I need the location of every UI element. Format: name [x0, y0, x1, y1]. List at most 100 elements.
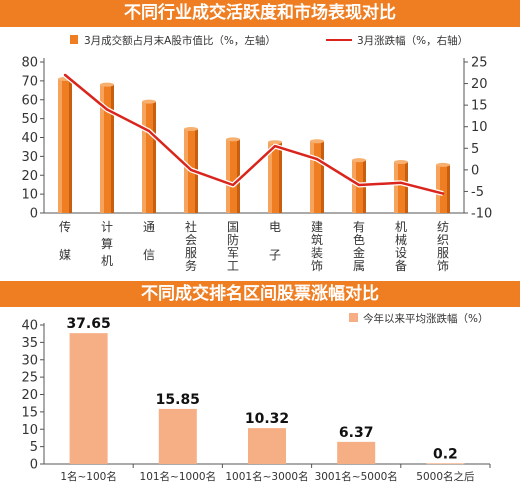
- line-point: [357, 183, 361, 187]
- bar-highlight: [184, 129, 188, 213]
- line-point: [189, 168, 193, 172]
- right-tick-label: 20: [471, 77, 488, 92]
- right-tick-label: -10: [471, 207, 492, 222]
- line-series-return: [64, 73, 444, 195]
- y-tick-label: 0: [30, 458, 38, 473]
- line-point: [441, 192, 445, 195]
- category-label: 计算机: [101, 220, 113, 268]
- category-label: 机械设备: [395, 220, 407, 273]
- bar-cap: [394, 160, 408, 165]
- bar-highlight: [394, 162, 398, 213]
- left-tick-label: 30: [21, 150, 38, 165]
- left-tick-label: 70: [21, 74, 38, 89]
- bar-highlight: [142, 101, 146, 213]
- bar-cap: [100, 82, 114, 87]
- y-tick-label: 5: [30, 440, 38, 455]
- category-label: 有色金属: [353, 220, 365, 273]
- category-label: 1名~100名: [60, 470, 117, 483]
- bar-cap: [352, 158, 366, 163]
- bar: [426, 463, 465, 465]
- bar-shade: [405, 162, 408, 213]
- bar-value-label: 15.85: [156, 392, 200, 408]
- bar: [100, 82, 114, 214]
- bar: [69, 333, 108, 464]
- bar-value-label: 6.37: [339, 425, 374, 441]
- bar-cap: [184, 127, 198, 132]
- category-label: 纺织服饰: [437, 220, 449, 273]
- category-label: 3001名~5000名: [315, 470, 398, 483]
- bar: [394, 160, 408, 213]
- chart2-title: 不同成交排名区间股票涨幅对比: [0, 281, 520, 307]
- left-tick-label: 60: [21, 93, 38, 108]
- legend-label: 今年以来平均涨跌幅（%）: [363, 312, 488, 325]
- bar-highlight: [58, 78, 62, 213]
- bar-shade: [321, 141, 324, 213]
- bar-cap: [142, 99, 156, 104]
- line-point: [147, 129, 151, 133]
- right-tick-label: 10: [471, 120, 488, 135]
- bar-shade: [69, 78, 72, 213]
- left-tick-label: 20: [21, 169, 38, 184]
- bar-highlight: [310, 141, 314, 213]
- right-tick-label: 0: [471, 163, 479, 178]
- bar: [58, 76, 72, 213]
- left-tick-label: 80: [21, 56, 38, 71]
- category-label: 传媒: [59, 219, 71, 262]
- y-tick-label: 10: [21, 423, 38, 438]
- right-tick-label: 15: [471, 99, 488, 114]
- left-tick-label: 50: [21, 112, 38, 127]
- category-label: 社会服务: [185, 219, 197, 273]
- legend-bar-swatch: [70, 35, 78, 44]
- line-point: [63, 73, 67, 77]
- left-tick-label: 0: [30, 207, 38, 222]
- y-tick-label: 25: [21, 371, 38, 386]
- legend-line-label: 3月涨跌幅（%，右轴）: [357, 34, 468, 47]
- bar-shade: [279, 142, 282, 213]
- line-point: [399, 181, 403, 184]
- rank-range-gain-chart: 今年以来平均涨跌幅（%） 0 5 10 15 20 25 30 35 40 37.65 1名~100名…: [21, 312, 491, 483]
- bar: [248, 428, 286, 464]
- y-tick-label: 40: [21, 319, 38, 334]
- bar-value-label: 0.2: [433, 446, 458, 462]
- bar: [226, 137, 240, 213]
- bar-highlight: [352, 160, 356, 213]
- category-label: 1001名~3000名: [225, 470, 308, 483]
- industry-activity-chart: 3月成交额占月末A股市值比（%，左轴） 3月涨跌幅（%，右轴） 0 10 20 30 40 5…: [21, 34, 492, 273]
- bar: [436, 162, 450, 213]
- bar: [158, 408, 197, 464]
- line-point: [273, 144, 277, 148]
- left-tick-label: 40: [21, 131, 38, 146]
- bar-value-label: 10.32: [245, 411, 289, 427]
- category-label: 101名~1000名: [140, 470, 217, 483]
- line-point: [315, 157, 319, 161]
- bar-highlight: [100, 84, 104, 214]
- line-point: [231, 183, 235, 187]
- bar-cap: [436, 162, 450, 167]
- bar: [310, 139, 324, 213]
- bar-shade: [153, 101, 156, 213]
- bar-highlight: [226, 139, 230, 213]
- y-tick-label: 35: [21, 336, 38, 351]
- bar-value-label: 37.65: [66, 316, 110, 332]
- bar-shade: [447, 164, 450, 213]
- category-label: 5000名之后: [416, 470, 474, 483]
- bar-cap: [268, 140, 282, 145]
- bar-highlight: [436, 164, 440, 213]
- line-point: [105, 108, 109, 111]
- category-label: 通信: [143, 220, 155, 262]
- right-tick-label: 5: [471, 142, 479, 157]
- right-tick-label: -5: [471, 185, 484, 200]
- left-tick-label: 10: [21, 188, 38, 203]
- legend-swatch: [349, 313, 358, 322]
- bar-shade: [111, 84, 114, 214]
- chart1-title: 不同行业成交活跃度和市场表现对比: [0, 0, 520, 27]
- bar: [268, 140, 282, 213]
- legend-bar-label: 3月成交额占月末A股市值比（%，左轴）: [84, 34, 276, 47]
- bar-shade: [237, 139, 240, 213]
- bar-cap: [226, 137, 240, 142]
- bar-highlight: [268, 142, 272, 213]
- bar: [337, 441, 376, 464]
- bar-cap: [310, 139, 324, 144]
- right-tick-label: 25: [471, 56, 488, 71]
- y-tick-label: 30: [21, 353, 38, 368]
